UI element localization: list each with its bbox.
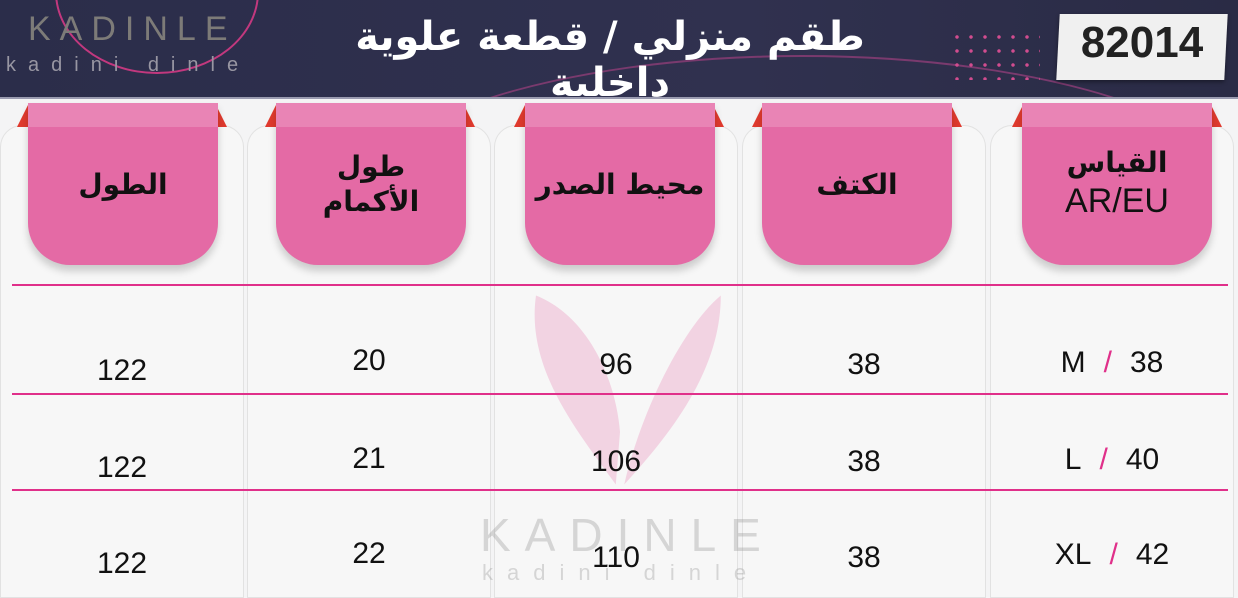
header-banner: KADINLE kadini dinle طقم منزلي / قطعة عل… xyxy=(0,0,1238,99)
size-letter: M xyxy=(1060,346,1086,379)
header-size: القياس AR/EU xyxy=(1022,103,1212,265)
tab-fold xyxy=(1012,103,1024,127)
tab-fold xyxy=(463,103,475,127)
header-length: الطول xyxy=(28,103,218,265)
size-number: 38 xyxy=(1129,346,1164,379)
tab-fold xyxy=(17,103,29,127)
header-label: الكتف xyxy=(816,167,898,201)
watermark-tagline: kadini dinle xyxy=(482,560,761,585)
header-label: طول xyxy=(336,150,406,183)
size-number: 40 xyxy=(1125,443,1160,476)
header-label: الطول xyxy=(78,167,168,201)
cell-shoulder: 38 xyxy=(847,541,881,574)
size-number: 42 xyxy=(1135,538,1170,571)
cell-size: M / 38 xyxy=(990,346,1234,380)
tab-fold xyxy=(1210,103,1222,127)
header-label-line2: الأكمام xyxy=(322,185,420,218)
decorative-dots xyxy=(950,30,1040,80)
cell-chest: 96 xyxy=(599,348,633,381)
cell-chest: 110 xyxy=(592,541,640,574)
slash-separator: / xyxy=(1103,346,1112,379)
header-shoulder: الكتف xyxy=(762,103,952,265)
tab-fold xyxy=(265,103,277,127)
tab-fold xyxy=(950,103,962,127)
butterfly-watermark-icon xyxy=(534,295,721,485)
header-label: القياس xyxy=(1066,146,1168,180)
row-divider xyxy=(12,489,1228,491)
page-title: طقم منزلي / قطعة علوية داخلية xyxy=(355,14,865,99)
cell-length: 122 xyxy=(96,354,148,387)
tab-fold xyxy=(215,103,227,127)
cell-sleeve: 21 xyxy=(352,442,386,475)
row-divider xyxy=(12,393,1228,395)
header-sleeve: طول الأكمام xyxy=(276,103,466,265)
header-label: محيط الصدر xyxy=(535,167,705,201)
header-chest: محيط الصدر xyxy=(525,103,715,265)
size-letter: L xyxy=(1064,443,1082,476)
tab-fold xyxy=(712,103,724,127)
brand-logo: KADINLE xyxy=(28,10,237,48)
watermark-brand: KADINLE xyxy=(480,509,775,561)
cell-size: L / 40 xyxy=(990,443,1234,477)
slash-separator: / xyxy=(1109,538,1118,571)
cell-size: XL / 42 xyxy=(990,538,1234,572)
size-letter: XL xyxy=(1054,538,1092,571)
cell-chest: 106 xyxy=(590,445,642,478)
cell-shoulder: 38 xyxy=(847,348,881,381)
tab-fold xyxy=(514,103,526,127)
header-label-line2: AR/EU xyxy=(1065,182,1169,221)
cell-sleeve: 20 xyxy=(352,344,386,377)
cell-length: 122 xyxy=(96,547,148,580)
brand-tagline: kadini dinle xyxy=(6,54,251,76)
cell-sleeve: 22 xyxy=(352,537,386,570)
cell-shoulder: 38 xyxy=(847,445,881,478)
cell-length: 122 xyxy=(96,451,148,484)
row-divider xyxy=(12,284,1228,286)
tab-fold xyxy=(752,103,764,127)
slash-separator: / xyxy=(1099,443,1108,476)
product-code: 82014 xyxy=(1080,18,1204,67)
